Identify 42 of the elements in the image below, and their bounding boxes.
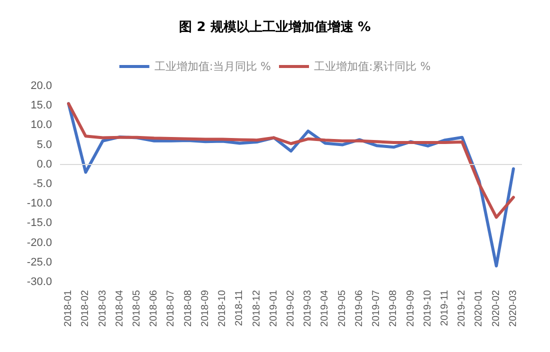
x-tick-label: 2019-05 xyxy=(336,290,348,327)
x-tick-label: 2018-04 xyxy=(114,290,126,327)
y-tick-label: -10.0 xyxy=(26,198,52,210)
y-tick-label: 0.0 xyxy=(36,158,52,170)
chart-title: 图 2 规模以上工业增加值增速 % xyxy=(179,20,371,35)
x-tick-label: 2019-07 xyxy=(371,290,382,327)
y-tick-label: -30.0 xyxy=(26,276,52,288)
x-tick-label: 2018-01 xyxy=(63,290,74,327)
x-tick-label: 2020-01 xyxy=(474,290,485,327)
x-tick-label: 2018-11 xyxy=(234,290,246,326)
x-tick-label: 2018-12 xyxy=(251,290,262,327)
x-tick-label: 2018-02 xyxy=(80,290,92,327)
x-tick-label: 2018-07 xyxy=(166,290,177,327)
x-tick-label: 2018-06 xyxy=(148,290,160,327)
x-tick-label: 2018-05 xyxy=(132,290,142,327)
y-tick-label: 5.0 xyxy=(36,138,52,151)
y-tick-label: -15.0 xyxy=(26,217,52,230)
x-tick-label: 2019-11 xyxy=(440,290,450,326)
x-tick-label: 2019-03 xyxy=(302,290,314,327)
x-tick-label: 2020-02 xyxy=(490,290,502,327)
x-tick-label: 2019-06 xyxy=(354,290,365,327)
x-tick-label: 2019-02 xyxy=(286,290,296,327)
x-tick-label: 2019-08 xyxy=(388,290,400,327)
x-tick-label: 2020-03 xyxy=(508,290,519,327)
y-tick-label: -20.0 xyxy=(26,236,52,249)
x-tick-label: 2019-10 xyxy=(422,290,434,327)
x-tick-label: 2019-12 xyxy=(456,290,468,327)
x-tick-label: 2018-08 xyxy=(182,290,194,327)
y-tick-label: 15.0 xyxy=(30,100,52,112)
x-tick-label: 2019-04 xyxy=(320,290,331,327)
x-tick-label: 2018-10 xyxy=(217,290,228,327)
line-series xyxy=(67,102,515,219)
legend-label: 工业增加值:当月同比 % xyxy=(154,60,271,73)
x-tick-label: 2018-09 xyxy=(200,290,211,327)
x-tick-label: 2019-01 xyxy=(268,290,280,327)
x-tick-label: 2019-09 xyxy=(405,290,416,327)
legend-label: 工业增加值:累计同比 % xyxy=(314,60,431,73)
y-tick-label: -5.0 xyxy=(33,178,52,190)
y-tick-label: 20.0 xyxy=(30,80,52,92)
x-tick-label: 2018-03 xyxy=(97,290,108,327)
y-tick-label: -25.0 xyxy=(26,256,52,268)
y-tick-label: 10.0 xyxy=(30,119,52,132)
